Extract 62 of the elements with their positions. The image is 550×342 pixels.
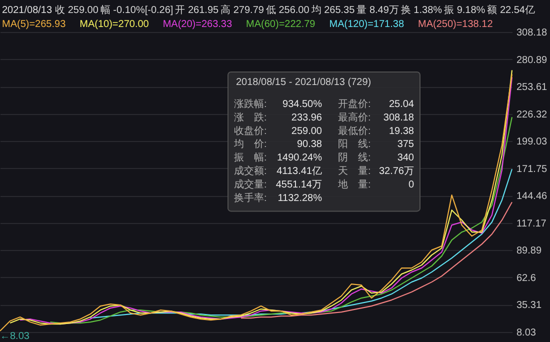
annotation: 4113.41亿 [276, 166, 322, 177]
text: MA(120)=171.38 [329, 19, 404, 30]
y-tick-label: 308.18 [516, 28, 548, 38]
annotation: 阳 线: [338, 138, 371, 150]
annotation: 地 量: [337, 178, 371, 190]
text: 开 261.95 [175, 5, 220, 16]
text: MA(60)=222.79 [246, 19, 316, 30]
y-tick-label: 35.31 [516, 300, 542, 312]
annotation: 天 量: [338, 166, 371, 177]
annotation: 308.18 [383, 112, 414, 124]
text: 量 8.49万 [356, 5, 399, 16]
text: MA(250)=138.12 [418, 19, 494, 30]
text: 均 265.35 [310, 4, 356, 16]
annotation: 换手率: [234, 192, 267, 204]
annotation: 25.04 [388, 99, 414, 110]
y-tick-label: 171.75 [516, 164, 548, 175]
y-tick-label: 226.32 [516, 109, 548, 120]
y-tick-label: 62.6 [516, 272, 536, 284]
annotation: 收盘价: [234, 124, 267, 137]
y-tick-label: 8.03 [516, 328, 536, 338]
text: 额 22.54亿 [487, 4, 535, 16]
text: 低 256.00 [266, 5, 310, 16]
text: 收 259.00 [55, 5, 99, 16]
text: MA(20)=263.33 [162, 19, 232, 30]
y-tick-label: 280.89 [516, 54, 548, 66]
annotation: ←8.03 [0, 331, 30, 342]
text: MA(10)=270.00 [80, 19, 150, 30]
annotation: 4551.14万 [276, 179, 322, 190]
annotation: 最高价: [338, 111, 371, 124]
y-tick-label: 199.03 [516, 136, 548, 148]
annotation: 1132.28% [278, 192, 322, 204]
text: 振 9.18% [444, 4, 486, 16]
annotation: 340 [397, 152, 414, 164]
annotation: 成交量: [234, 178, 267, 190]
annotation: 最低价: [338, 124, 371, 137]
annotation: 均 价: [233, 138, 267, 150]
text: 换 1.38% [400, 4, 442, 16]
annotation: 90.38 [296, 139, 322, 150]
annotation: 233.96 [291, 112, 322, 124]
annotation: 32.76万 [378, 166, 414, 177]
text: MA(5)=265.93 [2, 19, 66, 30]
annotation: 0 [408, 179, 414, 190]
annotation: 375 [397, 139, 414, 150]
text: 高 279.79 [220, 4, 264, 16]
annotation: 振 幅: [234, 152, 267, 164]
y-tick-label: 89.89 [516, 246, 542, 257]
annotation: 1490.24% [276, 152, 322, 164]
y-tick-label: 253.61 [516, 82, 548, 94]
chart-title: 2021/08/13 [2, 5, 52, 16]
y-tick-label: 144.46 [516, 191, 548, 202]
text: 幅 -0.10%[-0.26] [100, 4, 174, 16]
annotation: 涨 跌: [234, 111, 267, 124]
annotation: 259.00 [291, 126, 322, 137]
annotation: 19.38 [388, 126, 414, 137]
annotation: 934.50% [282, 99, 322, 110]
annotation: 开盘价: [338, 98, 371, 110]
annotation: 涨跌幅: [234, 98, 267, 110]
annotation: 成交额: [234, 165, 267, 177]
line-series [240, 202, 513, 319]
annotation: 阴 线: [338, 152, 371, 164]
text: 2018/08/15 - 2021/08/13 (729) [236, 77, 372, 88]
y-tick-label: 117.17 [516, 218, 547, 230]
